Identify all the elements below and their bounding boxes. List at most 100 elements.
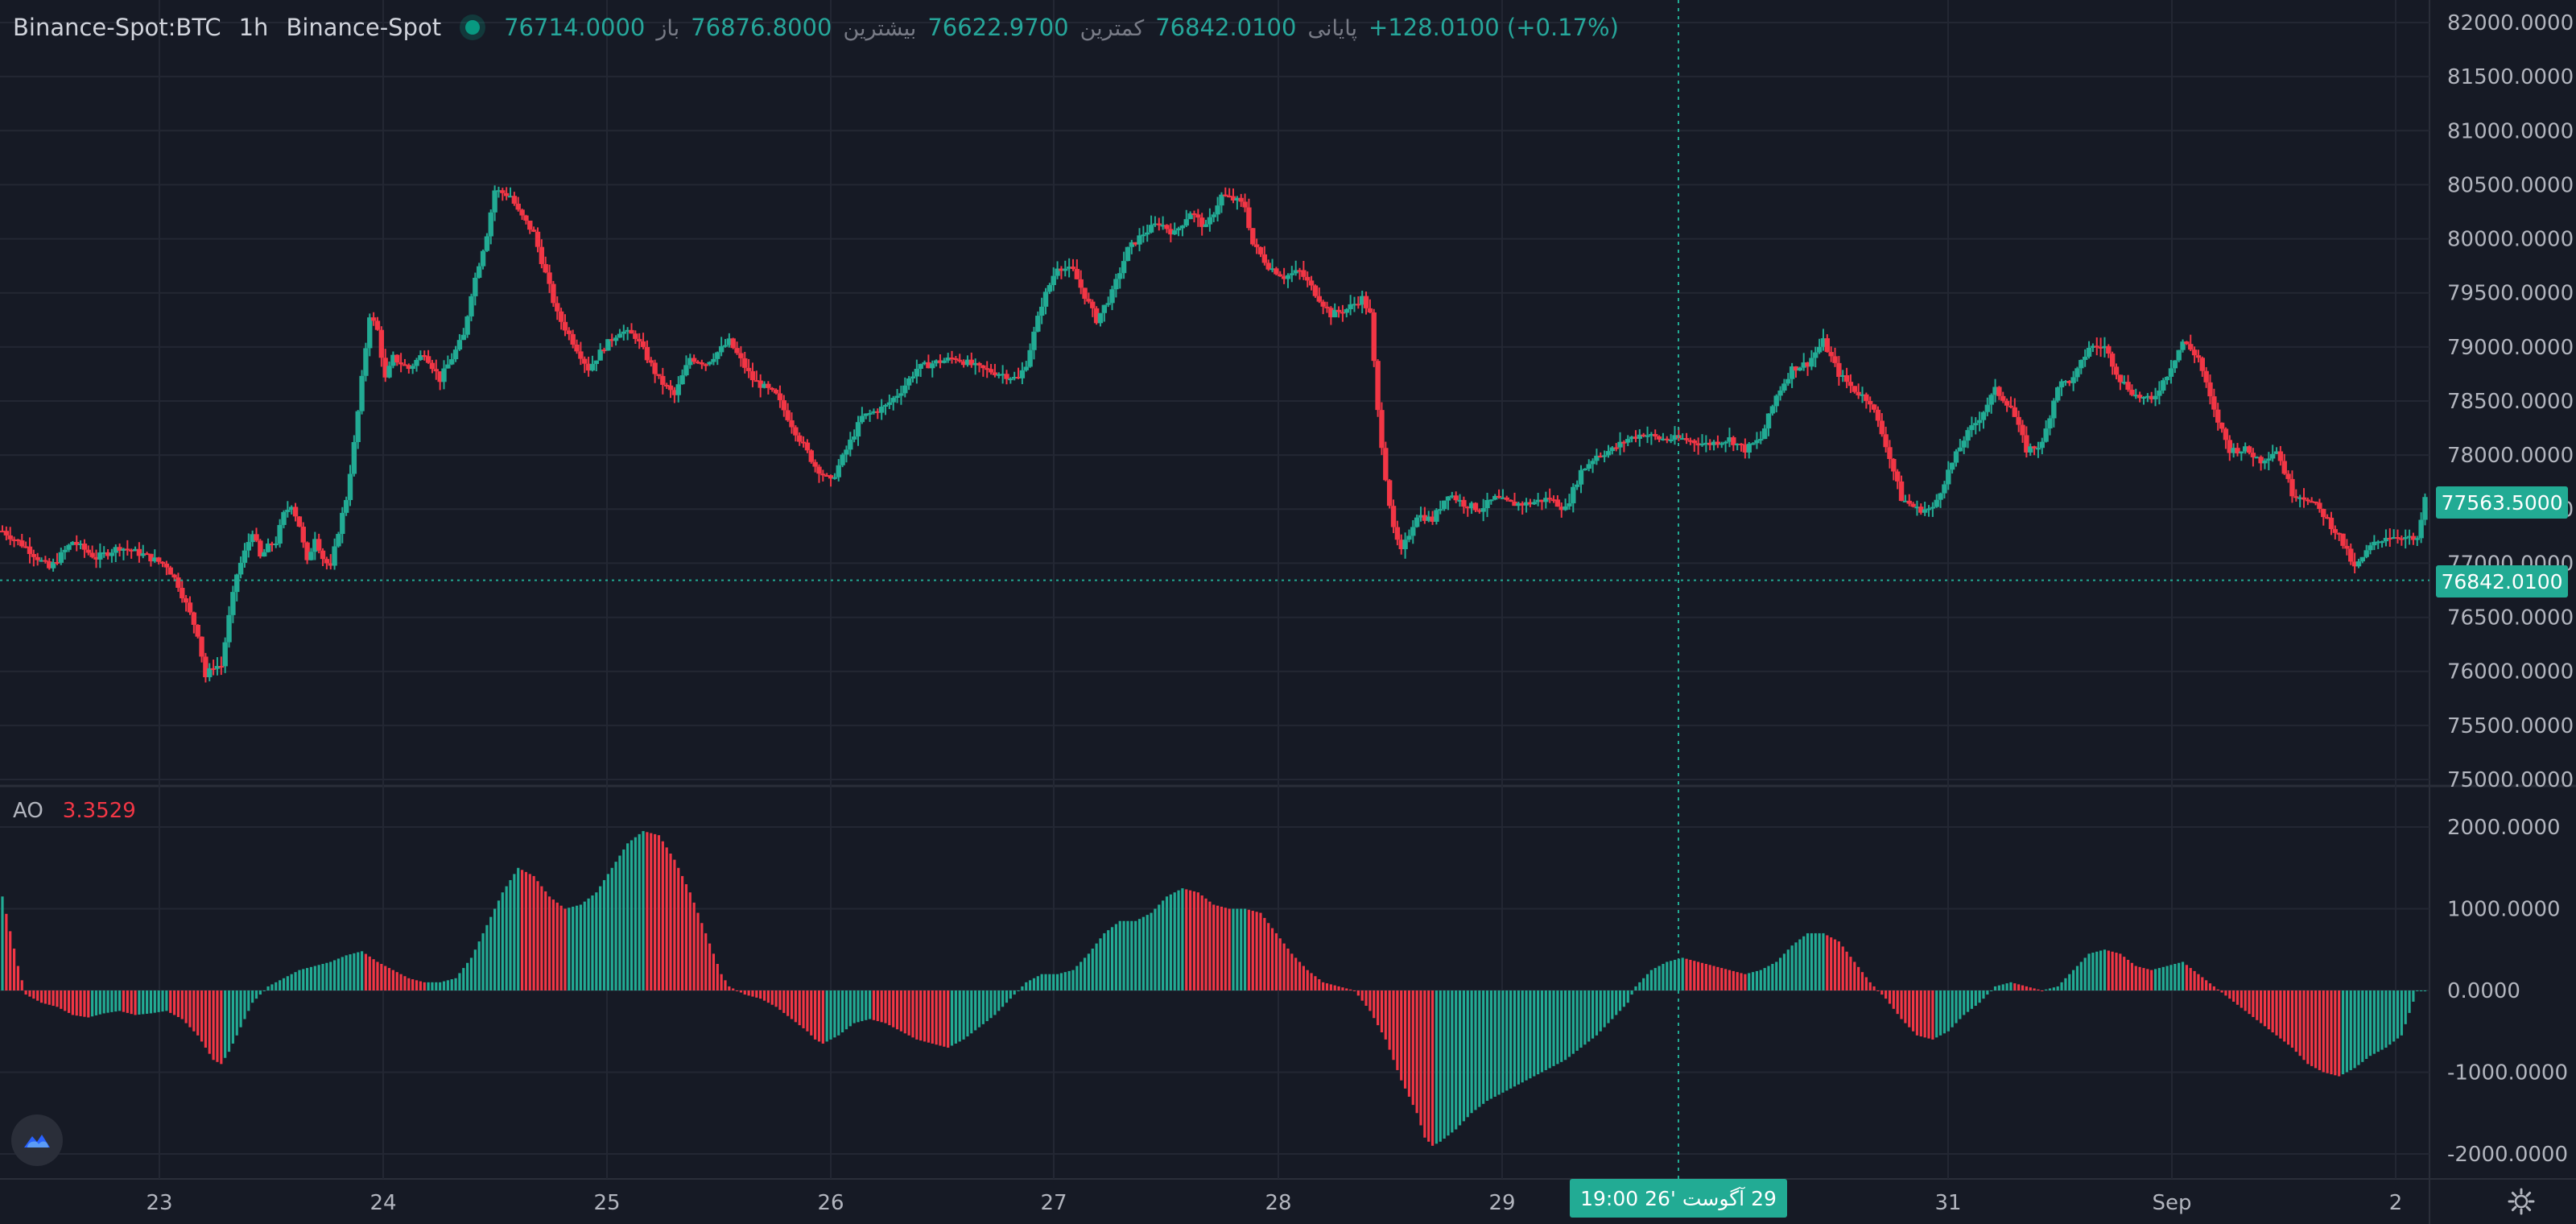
ao-bar	[1908, 990, 1911, 1028]
candle	[89, 545, 95, 559]
symbol-legend: Binance-Spot:BTC 1h Binance-Spot 76714.0…	[13, 10, 1619, 45]
ao-bar	[2091, 953, 2095, 990]
ao-bar	[2029, 987, 2032, 990]
candle	[163, 560, 170, 576]
ao-bar	[391, 970, 394, 990]
candle	[214, 657, 221, 676]
ao-bar	[817, 990, 821, 1042]
candle	[1868, 396, 1873, 413]
ao-bar	[325, 962, 328, 990]
candle	[816, 464, 822, 483]
candle	[1390, 499, 1397, 534]
candle	[797, 432, 803, 446]
ao-bar	[208, 990, 211, 1054]
candle	[1816, 338, 1823, 354]
ao-bar	[275, 982, 278, 990]
candle	[1207, 208, 1213, 232]
candle	[2355, 558, 2362, 569]
ao-bar	[118, 990, 122, 1011]
gear-icon[interactable]	[2507, 1187, 2536, 1216]
ao-bar	[1963, 990, 1966, 1015]
candle	[1042, 287, 1049, 315]
indicator-legend[interactable]: AO 3.3529	[13, 799, 136, 823]
candle	[1246, 198, 1252, 231]
ao-bar	[728, 986, 731, 990]
ao-bar	[1697, 961, 1700, 990]
candle	[480, 249, 486, 270]
candle	[1278, 271, 1283, 277]
symbol-name[interactable]: Binance-Spot:BTC	[13, 14, 221, 41]
ao-bar	[380, 964, 383, 990]
candle	[1773, 394, 1779, 413]
ao-bar	[247, 990, 250, 1011]
candle	[58, 548, 64, 565]
candle	[2324, 514, 2330, 519]
candle	[527, 221, 533, 234]
ao-bar	[861, 990, 864, 1022]
ao-bar	[384, 966, 387, 990]
ao-bar	[1860, 972, 1864, 990]
indicator-name[interactable]: AO	[13, 799, 43, 823]
tradingview-cloud-icon[interactable]	[11, 1114, 63, 1166]
candle	[640, 333, 646, 349]
price-axis[interactable]: 82000.0000 81500.0000 81000.0000 80500.0000…	[2447, 11, 2574, 1167]
interval-label[interactable]: 1h	[238, 14, 269, 41]
candle	[2387, 528, 2392, 548]
candle	[2289, 470, 2295, 503]
candle	[35, 552, 40, 566]
candle	[671, 387, 678, 403]
ao-bar	[1302, 966, 1305, 990]
candle	[637, 333, 642, 349]
candle	[1418, 507, 1424, 522]
candle	[469, 293, 474, 321]
candle	[2391, 529, 2396, 540]
candle	[121, 548, 126, 560]
ao-bar	[1071, 970, 1075, 990]
ao-bar	[1670, 961, 1673, 990]
ao-bar	[1083, 957, 1087, 990]
ao-bar	[469, 957, 473, 990]
candle	[222, 637, 228, 673]
ao-bar	[677, 867, 680, 990]
ao-bar	[770, 990, 774, 1005]
ao-bar	[2310, 990, 2314, 1066]
ao-bar	[1689, 959, 1692, 990]
ao-bar	[2240, 990, 2243, 1008]
candle	[770, 387, 775, 392]
ao-bar	[844, 990, 848, 1030]
candle	[70, 540, 76, 546]
ao-bar	[2306, 990, 2310, 1065]
candle	[523, 214, 529, 225]
ao-bar	[2001, 984, 2004, 990]
ao-bar	[1662, 964, 1665, 990]
candle	[7, 527, 13, 545]
ao-bar	[1533, 990, 1536, 1077]
candle	[742, 351, 748, 374]
ao-bar	[1403, 990, 1407, 1089]
candle	[445, 355, 451, 369]
ao-bar	[2075, 966, 2079, 990]
candle	[1141, 225, 1146, 243]
candle	[1746, 441, 1752, 459]
ao-bar	[415, 980, 419, 990]
time-tick-label: 26	[817, 1191, 844, 1215]
ao-bar	[1517, 990, 1520, 1085]
ao-bar	[888, 990, 891, 1026]
candle	[808, 449, 814, 464]
candle	[1133, 242, 1138, 246]
candle	[43, 556, 48, 564]
candle	[351, 435, 357, 477]
candle	[1238, 193, 1244, 207]
candle	[2129, 384, 2135, 397]
crosshair-time-tag: 19:00 26' آگوست 29	[1570, 1179, 1787, 1218]
ao-bar	[134, 990, 137, 1015]
candle	[1328, 306, 1334, 325]
candle	[2266, 452, 2272, 471]
time-axis[interactable]: 23 24 25 26 27 28 29 31 Sep 2	[146, 1191, 2402, 1215]
ao-bar	[540, 886, 543, 990]
candle	[54, 552, 60, 565]
ao-bar	[790, 990, 794, 1019]
candle	[425, 349, 431, 364]
candle	[2106, 344, 2112, 358]
